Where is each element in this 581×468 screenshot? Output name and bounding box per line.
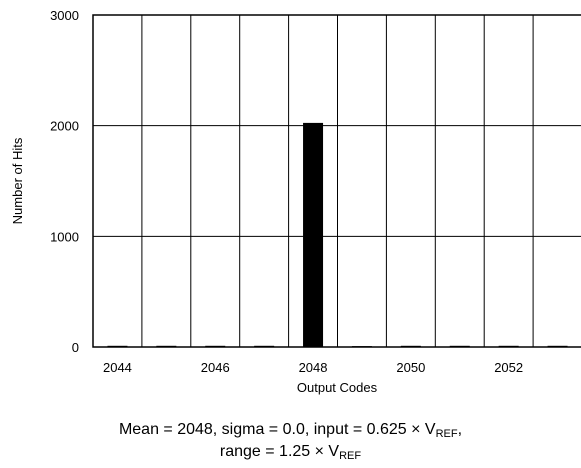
histogram-bar	[303, 122, 324, 348]
plot-frame	[92, 14, 581, 348]
caption-line-1: Mean = 2048, sigma = 0.0, input = 0.625 …	[0, 420, 581, 444]
y-tick-label: 3000	[50, 8, 79, 23]
y-axis-ticks: 0 1000 2000 3000	[50, 8, 79, 355]
x-tick-label: 2048	[299, 360, 328, 375]
caption-line-1-text: Mean = 2048, sigma = 0.0, input = 0.625 …	[118, 421, 436, 438]
x-axis-title: Output Codes	[297, 380, 378, 395]
y-tick-label: 1000	[50, 229, 79, 244]
caption-line-1-subscript: REF	[435, 428, 458, 440]
caption-line-2-subscript: REF	[339, 450, 362, 462]
x-tick-label: 2044	[103, 360, 132, 375]
x-tick-label: 2050	[396, 360, 425, 375]
caption-line-2-text: range = 1.25 × V	[219, 443, 340, 460]
caption-line-2: range = 1.25 × VREF	[0, 442, 581, 466]
x-tick-label: 2046	[201, 360, 230, 375]
caption-line-1-tail: ,	[457, 421, 463, 438]
histogram-chart: 0 1000 2000 3000 2044 2046 2048 2050 2052 Outpu…	[10, 8, 581, 395]
y-axis-title: Number of Hits	[10, 137, 25, 224]
x-axis-ticks: 2044 2046 2048 2050 2052	[103, 360, 523, 375]
y-tick-label: 2000	[50, 119, 79, 134]
grid	[92, 14, 581, 348]
x-tick-label: 2052	[494, 360, 523, 375]
y-tick-label: 0	[72, 340, 79, 355]
